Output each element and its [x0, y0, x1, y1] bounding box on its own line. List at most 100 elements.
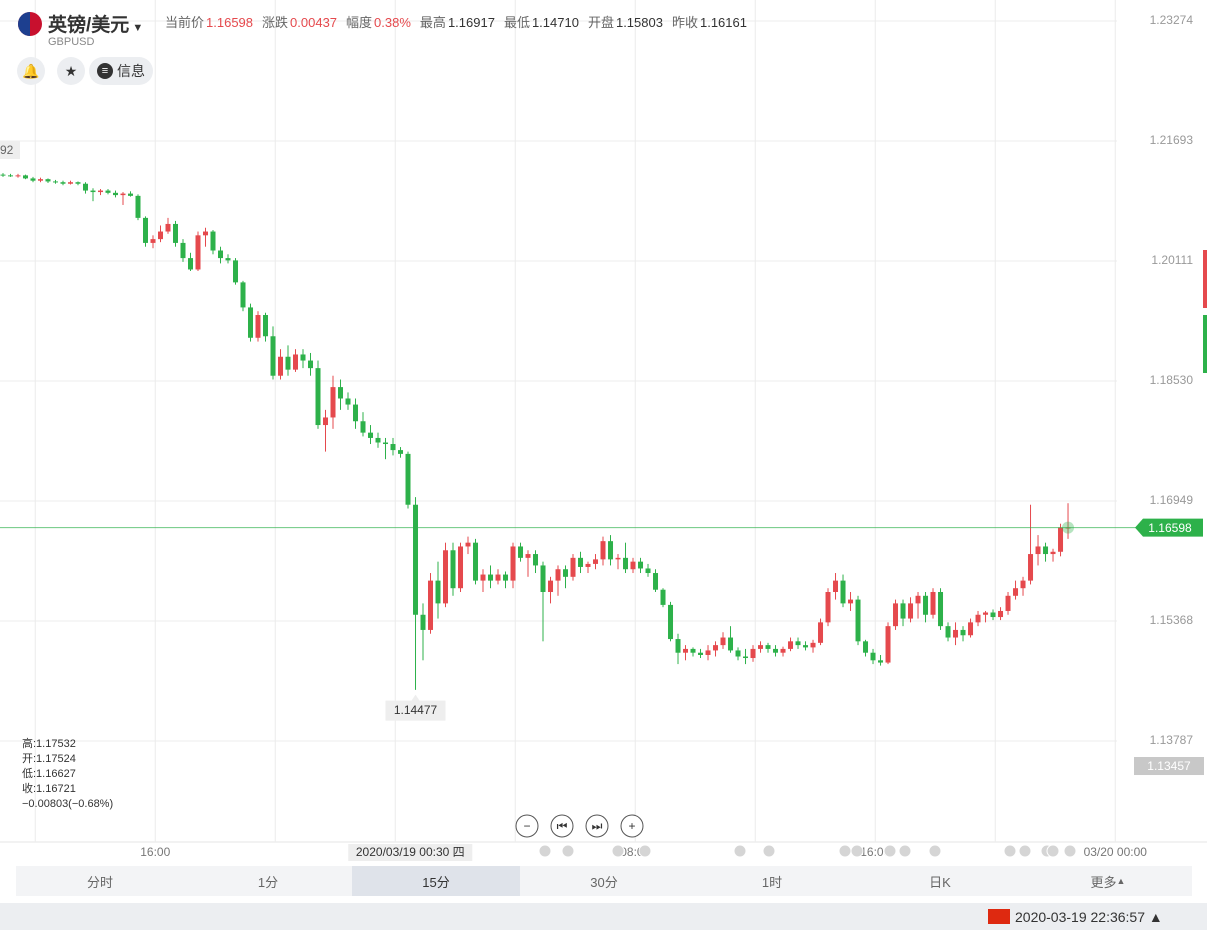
- symbol-name[interactable]: 英镑/美元 ▼: [48, 10, 143, 37]
- candle-body: [270, 336, 276, 376]
- edge-tag: [0, 141, 20, 159]
- zoom-icon[interactable]: ⏮: [557, 819, 568, 833]
- stat-label: 幅度: [346, 15, 373, 30]
- candle-body: [150, 239, 156, 243]
- candle-body: [915, 595, 921, 604]
- candle-body: [390, 444, 396, 451]
- alert-button[interactable]: 🔔: [17, 57, 45, 85]
- status-bar: 2020-03-19 22:36:57 ▲: [0, 903, 1207, 930]
- info-button[interactable]: ≡ 信息: [89, 57, 153, 85]
- min-label: 1.14477: [394, 703, 438, 717]
- candle-body: [225, 258, 231, 261]
- event-dot[interactable]: [733, 844, 747, 858]
- cn-flag: [988, 909, 1010, 924]
- zoom-button[interactable]: [550, 814, 574, 838]
- tab-label[interactable]: 日K: [929, 874, 951, 890]
- tab-label[interactable]: 更多: [1090, 874, 1117, 890]
- dropdown-arrow[interactable]: ▼: [129, 22, 144, 34]
- tab-label[interactable]: 15分: [422, 874, 450, 890]
- candle-body: [1028, 554, 1034, 581]
- event-dot[interactable]: [1046, 844, 1060, 858]
- candle-body: [750, 648, 756, 659]
- candle-body: [83, 183, 89, 191]
- tab-label[interactable]: 30分: [590, 874, 618, 890]
- interval-tab[interactable]: 30分: [520, 866, 688, 896]
- interval-tab[interactable]: 更多 ▲: [1024, 866, 1192, 896]
- zoom-icon[interactable]: −: [523, 819, 530, 833]
- candle-body: [908, 603, 914, 619]
- candle-body: [330, 387, 336, 418]
- candle-body: [293, 354, 299, 370]
- candle-body: [555, 569, 561, 581]
- candle-body: [98, 190, 104, 193]
- candle-body: [15, 175, 21, 177]
- side-bar-green: [1203, 315, 1207, 373]
- candle-body: [1005, 595, 1011, 611]
- interval-tab[interactable]: 15分: [352, 866, 520, 896]
- pair-name[interactable]: 英镑/美元: [48, 15, 130, 36]
- event-dot[interactable]: [1003, 844, 1017, 858]
- ohlc-line: 开:1.17524: [22, 753, 76, 765]
- tab-label[interactable]: 1时: [761, 874, 783, 890]
- candle-body: [113, 192, 119, 196]
- zoom-button[interactable]: [515, 814, 539, 838]
- tab-label[interactable]: 分时: [86, 874, 113, 890]
- candle-body: [173, 223, 179, 243]
- favorite-button[interactable]: ★: [57, 57, 85, 85]
- candle-body: [525, 554, 531, 558]
- candle-body: [720, 637, 726, 646]
- candle-body: [23, 175, 29, 179]
- zoom-icon[interactable]: ⏭: [592, 819, 603, 833]
- candle-body: [443, 550, 449, 604]
- info-label[interactable]: 信息: [117, 63, 145, 79]
- candle-body: [218, 250, 224, 259]
- zoom-button[interactable]: [585, 814, 609, 838]
- event-dot[interactable]: [538, 844, 552, 858]
- event-dot[interactable]: [1018, 844, 1032, 858]
- candle-body: [495, 574, 501, 581]
- event-dot[interactable]: [898, 844, 912, 858]
- interval-tab[interactable]: 1时: [688, 866, 856, 896]
- candle-body: [68, 182, 74, 184]
- event-dot[interactable]: [883, 844, 897, 858]
- candle-body: [105, 190, 111, 193]
- event-dot[interactable]: [928, 844, 942, 858]
- stat-label: 涨跌: [262, 15, 289, 30]
- x-tick-label: 16:00: [860, 845, 890, 859]
- candle-body: [968, 622, 974, 636]
- interval-tab[interactable]: 1分: [184, 866, 352, 896]
- candle-body: [990, 612, 996, 618]
- y-tick-label: 1.18530: [1150, 373, 1194, 387]
- stat-value: 1.16917: [447, 15, 495, 30]
- candle-body: [998, 610, 1004, 618]
- candle-body: [1043, 546, 1049, 555]
- stat-value: 0.38%: [374, 15, 411, 30]
- event-dot[interactable]: [561, 844, 575, 858]
- event-dot[interactable]: [1063, 844, 1077, 858]
- event-dot[interactable]: [850, 844, 864, 858]
- stat-label: 昨收: [671, 15, 698, 30]
- ohlc-line: 低:1.16627: [22, 768, 76, 780]
- candle-body: [120, 193, 126, 196]
- interval-tab[interactable]: 日K: [856, 866, 1024, 896]
- y-tick-label: 1.15368: [1150, 613, 1194, 627]
- stat-label: 最高: [419, 15, 446, 30]
- event-dot[interactable]: [611, 844, 625, 858]
- stat-value: 1.15803: [615, 15, 663, 30]
- candle-body: [465, 542, 471, 547]
- clock: 2020-03-19 22:36:57 ▲: [1015, 909, 1163, 925]
- candle-body: [165, 223, 171, 232]
- tab-label[interactable]: 1分: [257, 874, 279, 890]
- event-dot[interactable]: [638, 844, 652, 858]
- candle-body: [323, 417, 329, 426]
- event-dot[interactable]: [762, 844, 776, 858]
- candle-body: [728, 637, 734, 651]
- candle-body: [1020, 580, 1026, 589]
- candle-body: [780, 648, 786, 653]
- event-dot[interactable]: [838, 844, 852, 858]
- candle-body: [38, 179, 44, 181]
- zoom-icon[interactable]: +: [628, 819, 635, 833]
- zoom-button[interactable]: [620, 814, 644, 838]
- interval-tab[interactable]: 分时: [16, 866, 184, 896]
